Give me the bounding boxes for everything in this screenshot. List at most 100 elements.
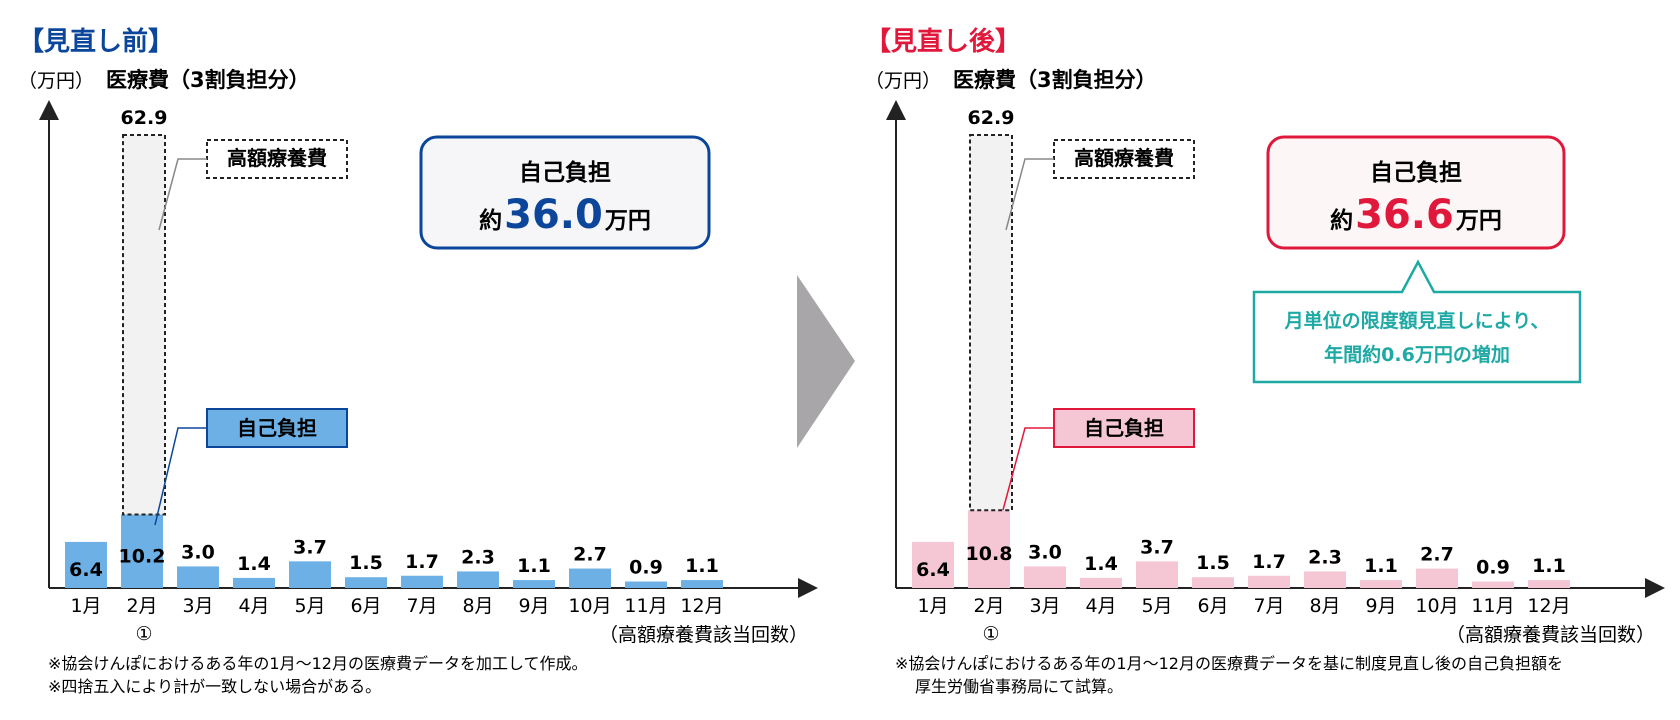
value-label-6月: 1.5 [349, 552, 383, 574]
summary-amount: 約36.0万円 [479, 192, 651, 238]
bar-1月 [912, 541, 954, 588]
value-label-6月: 1.5 [1196, 552, 1230, 574]
x-axis-note: （高額療養費該当回数） [1446, 624, 1655, 646]
value-label-11月: 0.9 [1476, 557, 1510, 579]
tick-label-1月: 1月 [917, 595, 948, 617]
value-label-12月: 1.1 [685, 555, 719, 577]
bar-8月 [1304, 571, 1346, 588]
tick-label-1月: 1月 [70, 595, 101, 617]
value-label-10月: 2.7 [1420, 544, 1454, 566]
value-label-7月: 1.7 [405, 551, 439, 573]
high-cost-bar [969, 134, 1013, 512]
high-cost-legend-box [206, 139, 348, 179]
tick-label-7月: 7月 [406, 595, 437, 617]
value-label-4月: 1.4 [237, 553, 271, 575]
self-pay-legend-label: 自己負担 [1084, 416, 1164, 440]
tick-label-6月: 6月 [1197, 595, 1228, 617]
footnote-1: ※協会けんぽにおけるある年の1月～12月の医療費データを加工して作成。 [48, 654, 587, 673]
footnote-2: 厚生労働省事務局にて試算。 [915, 677, 1123, 696]
chart-title: 医療費（3割負担分） [953, 68, 1157, 92]
bar-7月 [401, 575, 443, 588]
tick-label-4月: 4月 [238, 595, 269, 617]
tick-label-8月: 8月 [1309, 595, 1340, 617]
value-label-4月: 1.4 [1084, 553, 1118, 575]
high-cost-legend-label: 高額療養費 [227, 146, 327, 170]
tick-label-10月: 10月 [568, 595, 611, 617]
bar-5月 [1136, 561, 1178, 588]
bar-group [912, 510, 1570, 588]
bar-11月 [625, 581, 667, 588]
value-label-9月: 1.1 [517, 555, 551, 577]
bar-2月 [121, 514, 163, 588]
x-axis-note: （高額療養費該当回数） [599, 624, 808, 646]
tick-label-11月: 11月 [1471, 595, 1514, 617]
bar-5月 [289, 561, 331, 588]
tick-label-12月: 12月 [1527, 595, 1570, 617]
tick-label-2月: 2月 [126, 595, 157, 617]
bar-2月 [968, 510, 1010, 588]
bar-7月 [1248, 575, 1290, 588]
value-label-3月: 3.0 [1028, 541, 1062, 563]
tick-label-9月: 9月 [1365, 595, 1396, 617]
value-label-group: 6.4 10.2 3.0 1.4 3.7 1.5 1.7 2.3 1.1 2.7 0.9 1.1 [69, 536, 719, 581]
high-cost-total-label: 62.9 [121, 107, 168, 129]
bar-3月 [1024, 566, 1066, 588]
footnote-1: ※協会けんぽにおけるある年の1月～12月の医療費データを基に制度見直し後の自己負… [895, 654, 1563, 673]
tick-label-5月: 5月 [294, 595, 325, 617]
value-label-1月: 6.4 [69, 559, 103, 581]
bar-4月 [233, 577, 275, 588]
high-cost-leader-line [1005, 158, 1054, 231]
self-pay-leader-line [1002, 427, 1054, 511]
value-label-12月: 1.1 [1532, 555, 1566, 577]
tick-label-4月: 4月 [1085, 595, 1116, 617]
chart-title: 医療費（3割負担分） [106, 68, 310, 92]
summary-title: 自己負担 [1370, 159, 1462, 186]
footnote-2: ※四捨五入により計が一致しない場合がある。 [48, 677, 381, 696]
summary-box [419, 135, 711, 250]
y-unit-label: （万円） [865, 70, 941, 92]
tick-label-3月: 3月 [1029, 595, 1060, 617]
value-label-3月: 3.0 [181, 541, 215, 563]
value-label-8月: 2.3 [1308, 546, 1342, 568]
y-unit-label: （万円） [18, 70, 94, 92]
high-cost-leader-line [158, 158, 207, 231]
tick-label-5月: 5月 [1141, 595, 1172, 617]
tick-label-7月: 7月 [1253, 595, 1284, 617]
callout-line-1: 月単位の限度額見直しにより、 [1284, 309, 1550, 332]
high-cost-legend-label: 高額療養費 [1074, 146, 1174, 170]
bar-group [65, 514, 723, 588]
bar-12月 [681, 580, 723, 588]
panel-after: 【見直し後】 （万円） 医療費（3割負担分） 62.9 6.4 10.8 3.0 1.… [865, 26, 1665, 696]
panel-header: 【見直し後】 [865, 26, 1021, 57]
tick-label-6月: 6月 [350, 595, 381, 617]
value-label-8月: 2.3 [461, 546, 495, 568]
value-label-11月: 0.9 [629, 557, 663, 579]
self-pay-legend-label: 自己負担 [237, 416, 317, 440]
self-pay-legend-box [1053, 408, 1195, 448]
tick-label-11月: 11月 [624, 595, 667, 617]
self-pay-leader-line [154, 427, 207, 526]
occurrence-marker: ① [135, 623, 152, 645]
bar-4月 [1080, 577, 1122, 588]
tick-label-group: 1月 2月 3月 4月 5月 6月 7月 8月 9月 10月 11月 12月 [70, 595, 723, 617]
summary-box [1266, 135, 1566, 250]
tick-label-8月: 8月 [462, 595, 493, 617]
increase-callout [1252, 259, 1582, 384]
bar-6月 [1192, 577, 1234, 588]
summary-title: 自己負担 [519, 159, 611, 186]
tick-label-12月: 12月 [680, 595, 723, 617]
bar-1月 [65, 541, 107, 588]
value-label-10月: 2.7 [573, 544, 607, 566]
panel-before: 【見直し前】 （万円） 医療費（3割負担分） 62.9 6.4 10.2 3.0 1.… [18, 26, 818, 696]
bar-12月 [1528, 580, 1570, 588]
value-label-7月: 1.7 [1252, 551, 1286, 573]
high-cost-total-label: 62.9 [968, 107, 1015, 129]
value-label-5月: 3.7 [1140, 536, 1174, 558]
bar-11月 [1472, 581, 1514, 588]
value-label-2月: 10.2 [119, 545, 166, 567]
tick-label-group: 1月 2月 3月 4月 5月 6月 7月 8月 9月 10月 11月 12月 [917, 595, 1570, 617]
tick-label-3月: 3月 [182, 595, 213, 617]
value-label-5月: 3.7 [293, 536, 327, 558]
tick-label-9月: 9月 [518, 595, 549, 617]
occurrence-marker: ① [982, 623, 999, 645]
